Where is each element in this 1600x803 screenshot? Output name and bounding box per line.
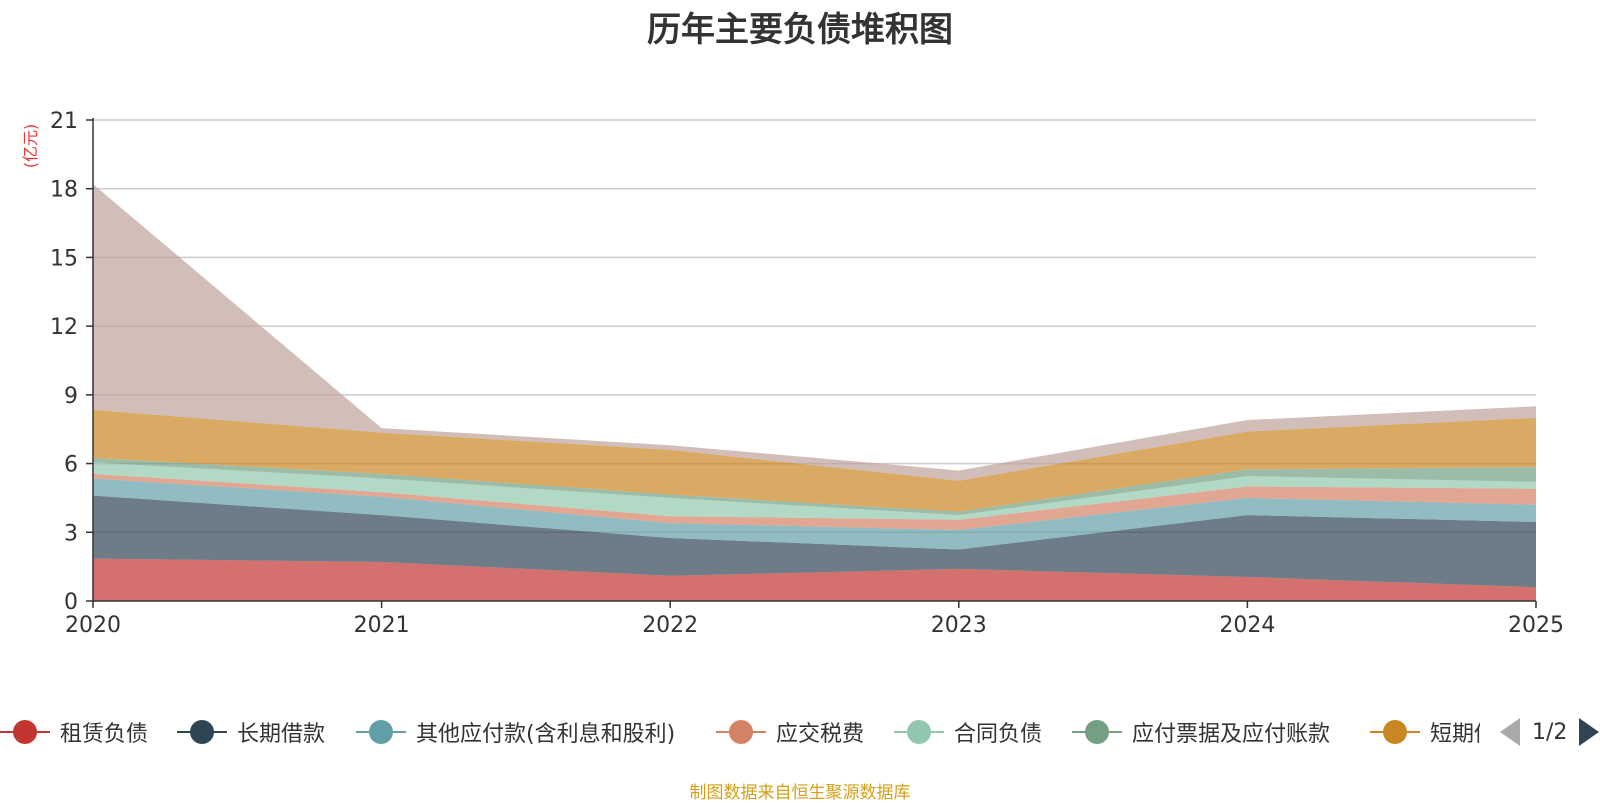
stacked-area-chart: 0 3 6 9 12 15 18 21 2020 2021 2022 2023 2024 2025 (亿元… — [21, 109, 1564, 638]
area-series — [93, 184, 1536, 601]
axes: 0 3 6 9 12 15 18 21 2020 2021 2022 2023 2024 2025 — [50, 109, 1564, 638]
x-tick-label: 2021 — [354, 613, 410, 638]
y-tick-label: 9 — [64, 384, 78, 409]
y-axis-label: (亿元) — [21, 124, 40, 169]
area-长期借款 — [93, 495, 1536, 588]
x-tick-label: 2025 — [1508, 613, 1564, 638]
x-tick-label: 2023 — [931, 613, 987, 638]
y-tick-label: 15 — [50, 246, 78, 271]
legend-label: 租赁负债 — [60, 722, 149, 747]
data-source-footer: 制图数据来自恒生聚源数据库 — [689, 783, 911, 803]
legend-prev-page-button[interactable] — [1500, 718, 1520, 746]
legend-next-page-button[interactable] — [1579, 718, 1600, 746]
legend-item[interactable]: 应付票据及应付账款 — [1072, 712, 1330, 752]
legend-marker-icon — [894, 720, 944, 744]
y-tick-label: 21 — [50, 109, 78, 134]
legend-items: 租赁负债 长期借款 其他应付款(含利息和股利) 应交税费 合同负债 应付票据及应付账款 短期… — [0, 712, 1480, 752]
legend-item[interactable]: 长期借款 — [177, 712, 325, 752]
y-tick-label: 18 — [50, 178, 78, 203]
y-tick-label: 6 — [64, 453, 78, 478]
area-合同负债 — [93, 462, 1536, 520]
area-短期借款 — [93, 409, 1536, 512]
legend-label: 合同负债 — [954, 722, 1043, 747]
legend-marker-icon — [1370, 720, 1420, 744]
area-其他应付款(含利息和股利) — [93, 478, 1536, 550]
area-应交税费 — [93, 473, 1536, 530]
legend-label: 长期借款 — [237, 722, 326, 747]
legend-item[interactable]: 短期借款 — [1370, 712, 1480, 752]
legend-page-indicator: 1/2 — [1532, 719, 1568, 745]
x-tick-label: 2022 — [642, 613, 698, 638]
x-tick-label: 2024 — [1219, 613, 1275, 638]
legend-label: 应交税费 — [776, 722, 865, 747]
legend-item[interactable]: 合同负债 — [894, 712, 1042, 752]
area-租赁负债 — [93, 558, 1536, 601]
x-tick-label: 2020 — [65, 613, 121, 638]
legend-pager: 1/2 — [1500, 712, 1600, 752]
y-tick-label: 3 — [64, 521, 78, 546]
legend-item[interactable]: 其他应付款(含利息和股利) — [356, 712, 675, 752]
legend: 租赁负债 长期借款 其他应付款(含利息和股利) 应交税费 合同负债 应付票据及应付账款 短期… — [0, 712, 1600, 752]
legend-label: 应付票据及应付账款 — [1132, 722, 1331, 747]
legend-marker-icon — [1072, 720, 1122, 744]
legend-marker-icon — [716, 720, 766, 744]
legend-item[interactable]: 租赁负债 — [0, 712, 148, 752]
area-应付票据及应付账款 — [93, 457, 1536, 516]
legend-label: 其他应付款(含利息和股利) — [416, 722, 676, 747]
y-tick-label: 12 — [50, 315, 78, 340]
y-tick-label: 0 — [64, 590, 78, 615]
legend-label: 短期借款 — [1430, 722, 1480, 747]
legend-item[interactable]: 应交税费 — [716, 712, 864, 752]
legend-marker-icon — [356, 720, 406, 744]
legend-marker-icon — [177, 720, 227, 744]
legend-marker-icon — [0, 720, 50, 744]
chart-title: 历年主要负债堆积图 — [647, 10, 953, 50]
